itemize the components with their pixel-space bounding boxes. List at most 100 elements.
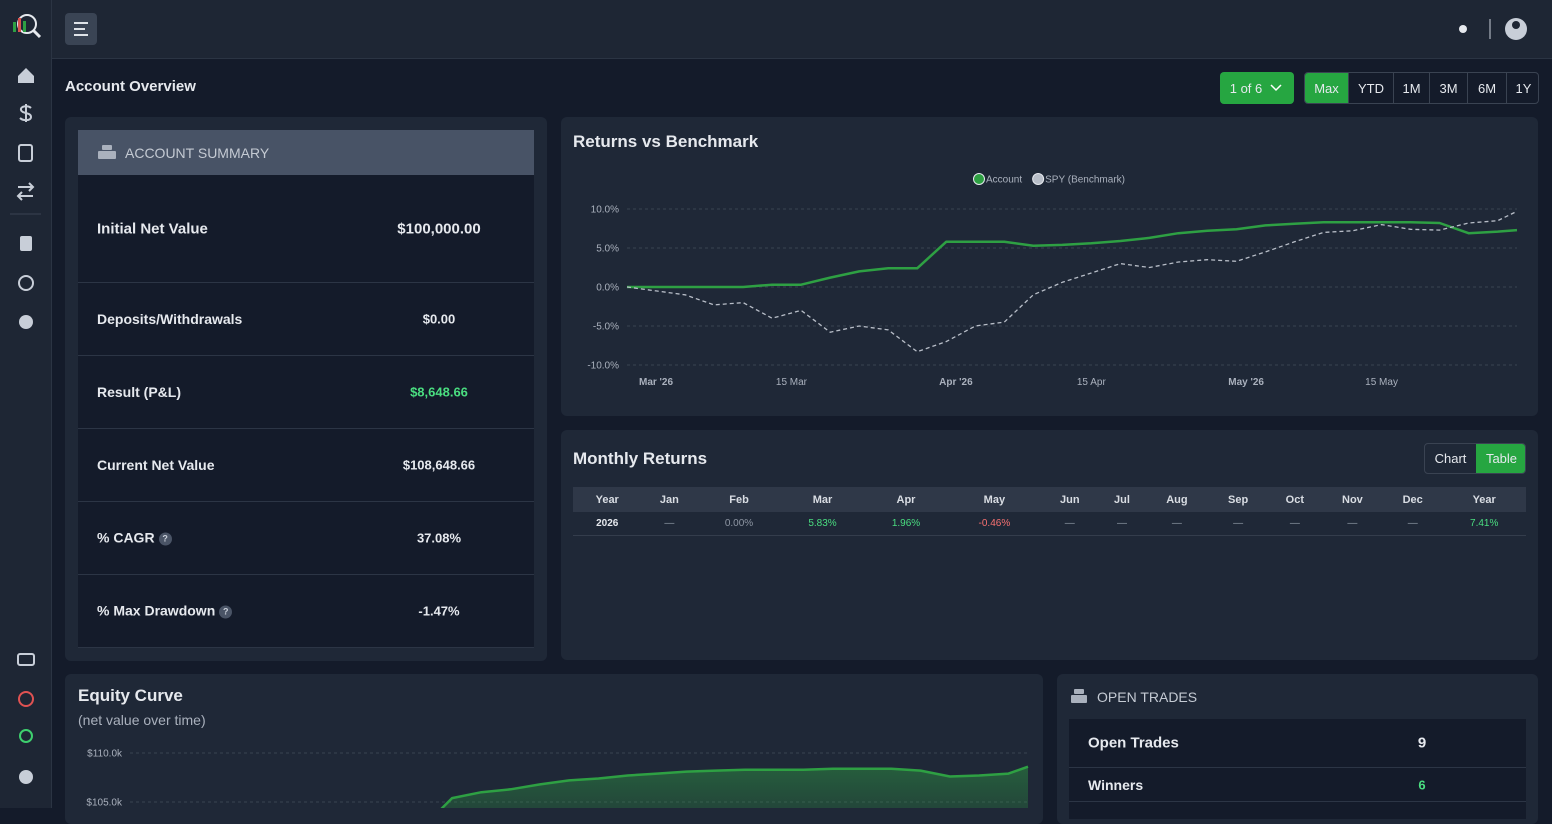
range-button[interactable]: 1M [1393, 73, 1429, 103]
column-header: Mar [780, 487, 865, 512]
legend-label: Account [986, 175, 1022, 186]
column-header: Jun [1041, 487, 1099, 512]
returns-card: Returns vs Benchmark 10.0% 5.0% 0.0% -5.0% -… [561, 117, 1538, 416]
y-tick-label: 0.0% [596, 283, 619, 294]
summary-row: % Max Drawdown? -1.47% [78, 575, 534, 648]
monthly-table: Year Jan Feb Mar Apr May Jun Jul Aug Sep Oct Nov Dec… [573, 487, 1526, 536]
x-tick-label: Apr '26 [939, 377, 973, 388]
dollar-icon[interactable] [19, 104, 33, 122]
cell: — [1098, 512, 1146, 536]
cell: 7.41% [1442, 512, 1526, 536]
y-tick-label: $105.0k [86, 798, 123, 809]
monthly-returns-card: Monthly Returns Chart Table Year Jan Feb Mar… [561, 430, 1538, 660]
column-header: Sep [1208, 487, 1268, 512]
cell: 5.83% [780, 512, 865, 536]
cell: 0.00% [697, 512, 781, 536]
equity-subtitle: (net value over time) [78, 712, 206, 728]
cell: — [1267, 512, 1322, 536]
home-icon[interactable] [18, 68, 34, 83]
cell: 2026 [573, 512, 642, 536]
open-trades-icon [1071, 689, 1087, 703]
period-label: 1 of 6 [1229, 80, 1263, 96]
cell: -0.46% [947, 512, 1042, 536]
y-tick-label: 10.0% [591, 205, 619, 216]
row-label: Current Net Value [97, 457, 215, 473]
logo [13, 14, 42, 39]
row-label: Initial Net Value [97, 220, 208, 237]
range-button[interactable]: Max [1305, 73, 1348, 103]
summary-icon [98, 145, 116, 159]
line [626, 210, 1518, 353]
range-button[interactable]: 3M [1429, 73, 1467, 103]
row-value: $108,648.66 [402, 457, 476, 473]
cell: — [1208, 512, 1268, 536]
open-trades-row: Winners 6 [1069, 768, 1526, 802]
docs-icon[interactable] [18, 144, 33, 162]
x-tick-label: May '26 [1228, 377, 1264, 388]
row-label: Open Trades [1088, 734, 1179, 752]
column-header: Oct [1267, 487, 1322, 512]
data-row: 2026—0.00% 5.83% 1.96% -0.46% — — — — — — —7.41% [573, 512, 1526, 536]
journal-icon[interactable] [20, 236, 32, 251]
y-tick-label: 5.0% [596, 244, 619, 255]
view-button[interactable]: Chart [1434, 451, 1467, 466]
chat-icon[interactable] [17, 653, 35, 666]
cell: — [1145, 512, 1209, 536]
row-label: Winners [1088, 776, 1144, 793]
view-button[interactable]: Table [1476, 444, 1525, 473]
row-value: $8,648.66 [410, 384, 468, 400]
summary-table: Initial Net Value $100,000.00 Deposits/Wit… [78, 175, 534, 648]
idea-icon[interactable] [19, 729, 33, 743]
column-header: Jul [1098, 487, 1146, 512]
help-icon[interactable]: ? [158, 532, 172, 546]
x-tick-label: Mar '26 [639, 377, 674, 388]
page-title: Account Overview [65, 78, 196, 95]
open-trades-row: Open Trades 9 [1069, 719, 1526, 768]
sidebar-icons [10, 14, 42, 784]
legend-marker [973, 173, 985, 185]
header-row: Year Jan Feb Mar Apr May Jun Jul Aug Sep Oct Nov Dec… [573, 487, 1526, 512]
column-header: Year [1442, 487, 1526, 512]
account-summary-card: ACCOUNT SUMMARY Initial Net Value $100,00… [65, 117, 547, 661]
summary-row: Result (P&L) $8,648.66 [78, 356, 534, 429]
row-label: Result (P&L) [97, 384, 181, 400]
cell: — [641, 512, 698, 536]
line [627, 221, 1518, 289]
alert-icon[interactable] [18, 691, 34, 707]
cell: — [1382, 512, 1443, 536]
chart-title: Returns vs Benchmark [573, 132, 759, 151]
period-selector[interactable]: 1 of 6 [1220, 72, 1294, 104]
summary-row: % CAGR? 37.08% [78, 502, 534, 575]
legend-marker [1032, 173, 1045, 185]
x-tick-label: 15 Apr [1077, 377, 1107, 388]
area [442, 766, 1028, 808]
settings-icon[interactable] [19, 770, 33, 784]
range-button[interactable]: 6M [1467, 73, 1506, 103]
summary-row: Deposits/Withdrawals $0.00 [78, 283, 534, 356]
help-icon[interactable] [18, 275, 34, 291]
x-tick-label: 15 Mar [776, 377, 808, 388]
column-header: Jan [641, 487, 698, 512]
cell: 1.96% [864, 512, 948, 536]
column-header: Nov [1321, 487, 1383, 512]
view-toggle: Chart Table [1424, 443, 1526, 474]
transfer-icon[interactable] [16, 182, 35, 201]
theme-toggle[interactable] [1459, 25, 1467, 33]
help-icon[interactable]: ? [219, 605, 233, 619]
y-tick-label: -10.0% [587, 361, 619, 372]
range-button[interactable]: 1Y [1506, 73, 1538, 103]
top-bar-icons [65, 13, 1527, 45]
top-bar [52, 0, 1552, 59]
column-header: Dec [1382, 487, 1443, 512]
range-button[interactable]: YTD [1348, 73, 1393, 103]
avatar-head [1512, 21, 1520, 29]
open-trades-title: OPEN TRADES [1097, 689, 1198, 705]
row-value: 9 [1417, 734, 1427, 752]
chevron [1270, 84, 1282, 92]
row-label: % Max Drawdown? [97, 603, 233, 620]
row-value: 6 [1418, 777, 1426, 792]
globe-icon[interactable] [19, 315, 33, 329]
row-value: $0.00 [422, 311, 456, 327]
column-header: Year [573, 487, 642, 512]
